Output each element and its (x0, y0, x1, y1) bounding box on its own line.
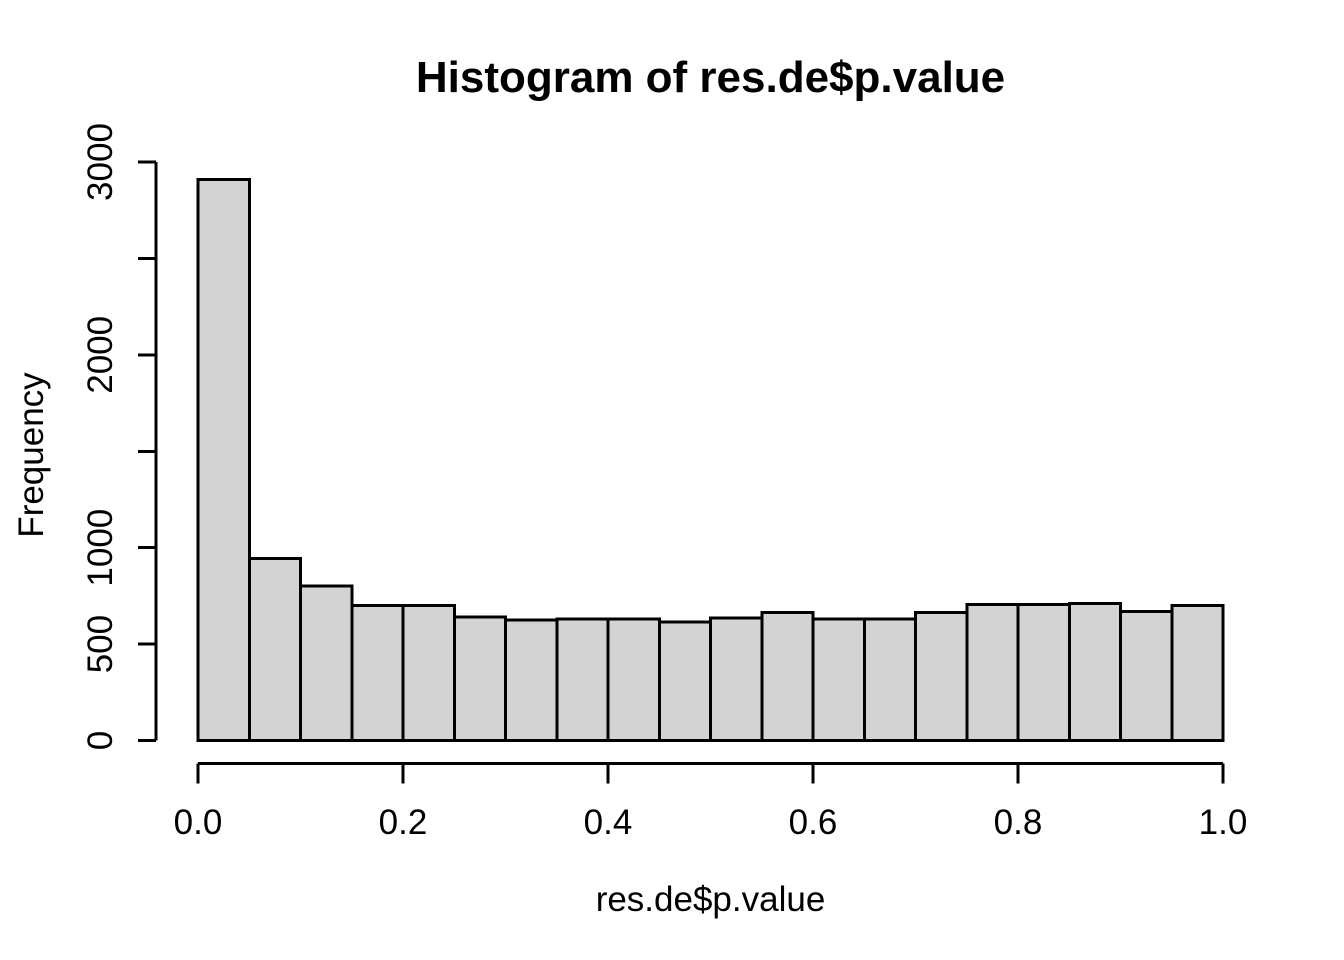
histogram-bar (299, 584, 354, 742)
histogram-bar (1067, 602, 1122, 742)
histogram-bar (965, 603, 1020, 742)
histogram-bar (196, 177, 251, 743)
x-axis-title: res.de$p.value (595, 880, 826, 919)
histogram-bar (401, 604, 456, 742)
x-tick-label: 0.4 (584, 803, 633, 842)
chart-title: Histogram of res.de$p.value (415, 53, 1006, 102)
histogram-bar (452, 615, 507, 742)
y-axis-title: Frequency (12, 372, 51, 538)
histogram-bar (914, 610, 969, 742)
histogram-bar (811, 617, 866, 743)
x-tick-label: 0.2 (379, 803, 428, 842)
histogram-bar (247, 556, 302, 743)
x-tick-label: 0.0 (174, 803, 223, 842)
histogram-bar (657, 620, 712, 742)
histogram-bar (1170, 604, 1225, 742)
histogram-bar (504, 618, 559, 743)
histogram-bar (555, 617, 610, 743)
x-tick-label: 0.8 (994, 803, 1043, 842)
histogram-bar (1016, 603, 1071, 742)
y-tick-label: 500 (81, 615, 120, 673)
histogram-bar (760, 610, 815, 742)
x-tick-label: 0.6 (789, 803, 838, 842)
y-tick-label: 1000 (81, 509, 120, 587)
histogram-bar (1119, 609, 1174, 743)
histogram-bar (862, 617, 917, 743)
histogram-bar (709, 616, 764, 743)
histogram-bar (350, 604, 405, 742)
y-tick-label: 2000 (81, 316, 120, 394)
histogram-bar (606, 617, 661, 743)
y-tick-label: 0 (81, 731, 120, 750)
x-tick-label: 1.0 (1199, 803, 1248, 842)
y-tick-label: 3000 (81, 123, 120, 201)
